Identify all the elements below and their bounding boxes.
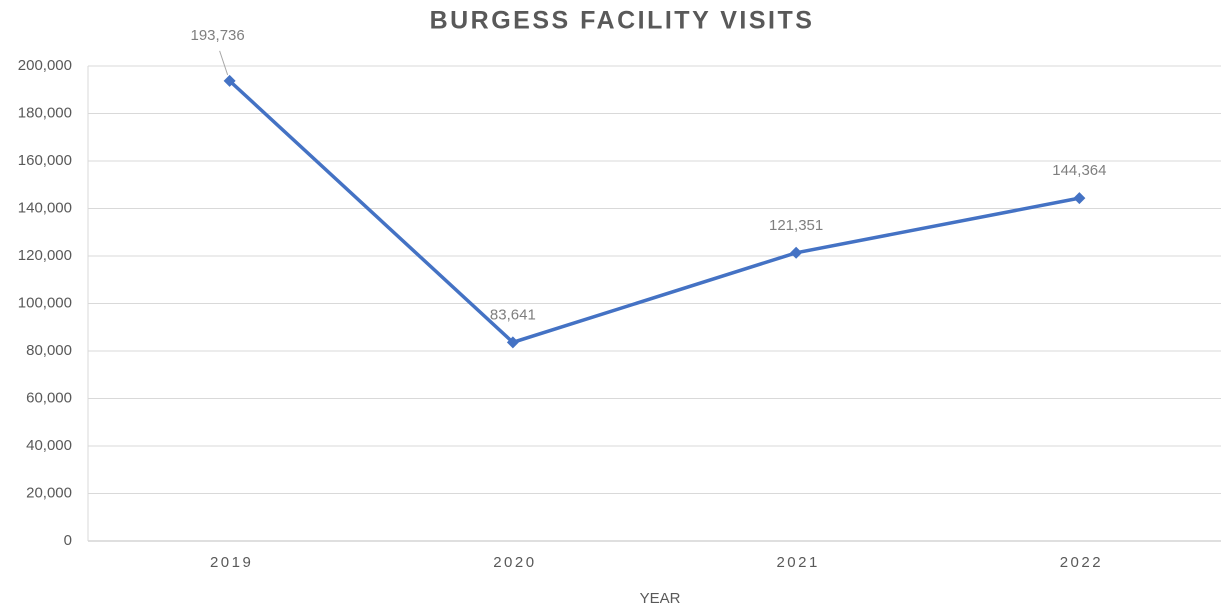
y-tick-label: 20,000 [26,484,72,501]
leader-line [219,50,229,76]
y-tick-label: 80,000 [26,342,72,359]
x-axis-title: YEAR [640,590,681,607]
y-tick-label: 140,000 [18,199,72,216]
y-tick-label: 180,000 [18,104,72,121]
data-point [1073,192,1086,205]
x-tick-label: 2019 [210,554,253,571]
data-point [790,246,803,259]
data-point [223,74,236,87]
series-line [228,79,1080,345]
y-tick-label: 100,000 [18,294,72,311]
y-tick-label: 200,000 [18,57,72,74]
y-tick-label: 60,000 [26,389,72,406]
data-label: 83,641 [490,306,536,323]
data-point [506,336,519,349]
data-label: 144,364 [1052,162,1106,179]
y-tick-label: 40,000 [26,437,72,454]
chart-title: BURGESS FACILITY VISITS [430,7,815,35]
y-tick-label: 160,000 [18,152,72,169]
data-label: 121,351 [769,217,823,234]
y-tick-label: 0 [64,532,72,549]
y-tick-label: 120,000 [18,247,72,264]
x-tick-label: 2022 [1060,554,1103,571]
data-label: 193,736 [191,27,245,44]
x-tick-label: 2021 [776,554,819,571]
x-tick-label: 2020 [493,554,536,571]
